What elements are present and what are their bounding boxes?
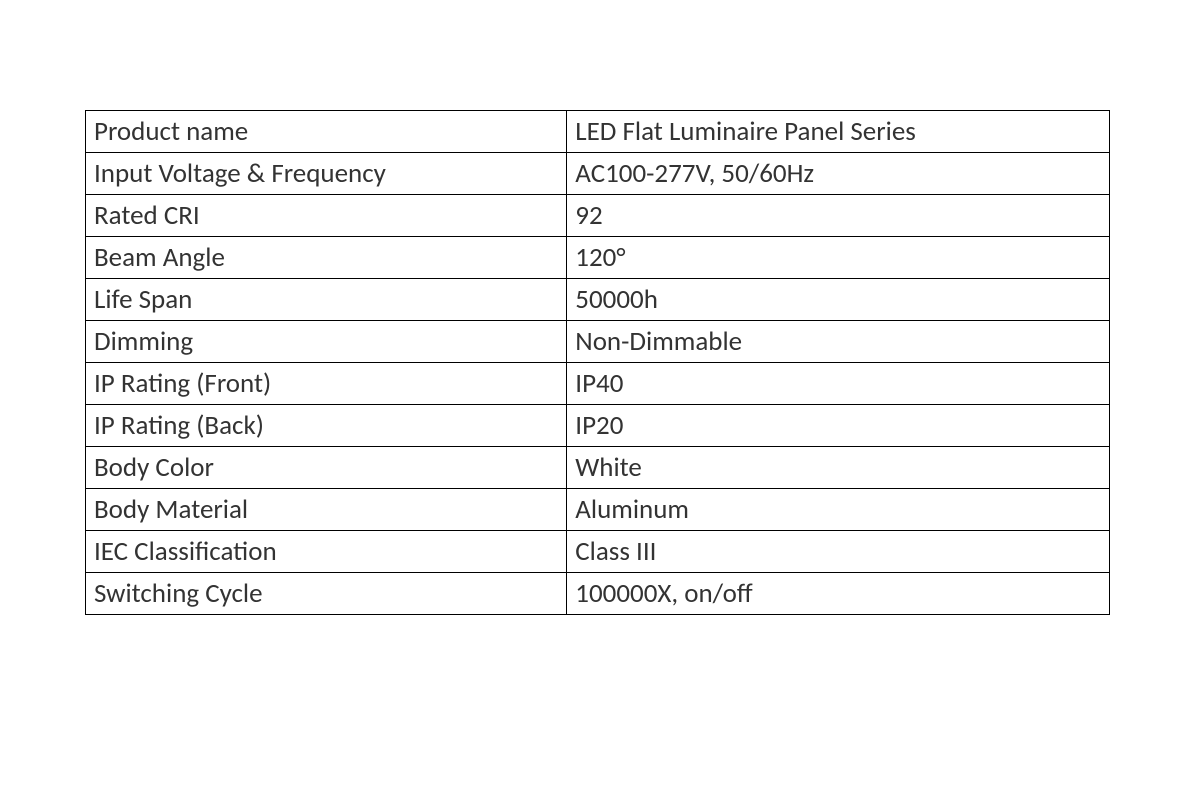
spec-value: 92 [567, 195, 1110, 237]
spec-value: Non-Dimmable [567, 321, 1110, 363]
spec-value: White [567, 447, 1110, 489]
spec-label: Dimming [86, 321, 567, 363]
table-row: Beam Angle 120° [86, 237, 1110, 279]
table-row: IP Rating (Back) IP20 [86, 405, 1110, 447]
table-row: IEC Classification Class III [86, 531, 1110, 573]
spec-value: Class III [567, 531, 1110, 573]
spec-label: Beam Angle [86, 237, 567, 279]
spec-label: IP Rating (Front) [86, 363, 567, 405]
spec-value: IP40 [567, 363, 1110, 405]
spec-value: 120° [567, 237, 1110, 279]
table-row: Dimming Non-Dimmable [86, 321, 1110, 363]
table-row: Switching Cycle 100000X, on/off [86, 573, 1110, 615]
spec-value: Aluminum [567, 489, 1110, 531]
spec-label: Product name [86, 111, 567, 153]
spec-value: LED Flat Luminaire Panel Series [567, 111, 1110, 153]
spec-table-container: Product name LED Flat Luminaire Panel Se… [85, 110, 1110, 615]
spec-label: Life Span [86, 279, 567, 321]
table-row: IP Rating (Front) IP40 [86, 363, 1110, 405]
spec-value: 100000X, on/off [567, 573, 1110, 615]
spec-label: IP Rating (Back) [86, 405, 567, 447]
spec-value: AC100-277V, 50/60Hz [567, 153, 1110, 195]
spec-label: Body Material [86, 489, 567, 531]
spec-label: Body Color [86, 447, 567, 489]
spec-label: IEC Classification [86, 531, 567, 573]
table-row: Product name LED Flat Luminaire Panel Se… [86, 111, 1110, 153]
spec-value: 50000h [567, 279, 1110, 321]
table-row: Input Voltage & Frequency AC100-277V, 50… [86, 153, 1110, 195]
spec-table: Product name LED Flat Luminaire Panel Se… [85, 110, 1110, 615]
table-row: Body Color White [86, 447, 1110, 489]
table-row: Body Material Aluminum [86, 489, 1110, 531]
table-row: Rated CRI 92 [86, 195, 1110, 237]
spec-value: IP20 [567, 405, 1110, 447]
spec-label: Rated CRI [86, 195, 567, 237]
spec-label: Switching Cycle [86, 573, 567, 615]
spec-label: Input Voltage & Frequency [86, 153, 567, 195]
table-row: Life Span 50000h [86, 279, 1110, 321]
